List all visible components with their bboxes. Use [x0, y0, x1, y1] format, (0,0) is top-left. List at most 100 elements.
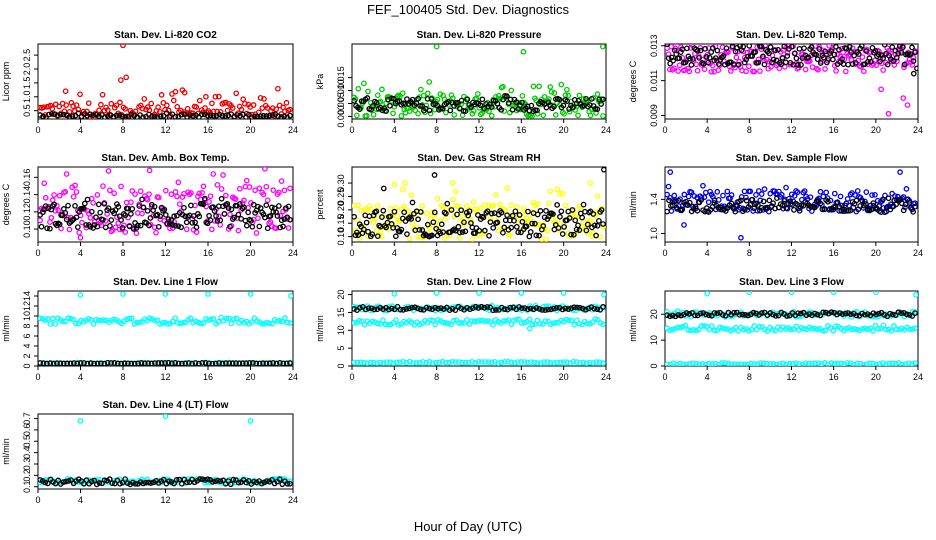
data-point: [559, 190, 566, 197]
data-point: [857, 194, 864, 201]
data-point: [519, 305, 525, 312]
data-point: [451, 112, 458, 118]
data-points: [665, 169, 918, 241]
data-point: [570, 231, 577, 238]
data-point: [766, 58, 773, 65]
x-tick-label: 0: [35, 372, 40, 382]
data-point: [400, 307, 407, 313]
data-point: [594, 106, 601, 113]
data-point: [854, 326, 860, 333]
data-point: [84, 360, 91, 366]
data-point: [811, 310, 818, 317]
data-point: [248, 114, 255, 119]
data-point: [188, 202, 194, 209]
data-point: [825, 198, 831, 205]
data-point: [778, 191, 785, 198]
data-point: [593, 232, 599, 239]
outlier-point: [123, 74, 130, 81]
data-point: [266, 112, 273, 119]
data-point: [548, 306, 554, 313]
data-point: [419, 203, 426, 209]
data-point: [257, 113, 264, 119]
data-point: [893, 326, 900, 333]
data-point: [369, 318, 376, 325]
data-point: [665, 191, 670, 198]
panel-title: Stan. Dev. Line 1 Flow: [113, 277, 218, 288]
data-point: [364, 360, 371, 366]
outlier-point: [904, 102, 911, 108]
data-point: [356, 235, 363, 241]
data-point: [443, 215, 449, 221]
y-axis-label: ml/min: [628, 315, 638, 342]
data-point: [756, 323, 763, 330]
data-point: [352, 320, 357, 326]
data-point: [508, 202, 515, 209]
data-point: [792, 50, 798, 57]
data-point: [412, 107, 419, 114]
x-tick-label: 0: [349, 125, 354, 135]
outlier-point: [601, 167, 606, 173]
data-point: [60, 111, 67, 118]
data-point: [379, 86, 385, 93]
data-point: [172, 222, 179, 229]
data-point: [466, 206, 473, 213]
data-point: [770, 311, 776, 318]
data-point: [482, 318, 488, 325]
data-point: [118, 183, 124, 190]
data-point: [692, 312, 698, 319]
data-point: [683, 361, 690, 366]
data-point: [225, 112, 232, 119]
data-point: [885, 195, 892, 202]
data-point: [394, 306, 401, 313]
data-point: [533, 232, 540, 239]
data-point: [582, 306, 589, 313]
data-point: [736, 58, 742, 65]
data-point: [593, 359, 600, 365]
outlier-point: [913, 292, 918, 298]
data-point: [862, 325, 868, 332]
data-point: [54, 112, 61, 119]
data-point: [687, 327, 694, 334]
outlier-point: [830, 291, 837, 296]
y-axis-label: percent: [315, 189, 325, 220]
y-axis-label: Licor ppm: [1, 62, 11, 102]
data-point: [98, 360, 104, 366]
x-tick-label: 16: [203, 495, 213, 505]
data-point: [796, 361, 802, 366]
x-tick-label: 20: [245, 248, 255, 258]
data-point: [823, 189, 830, 196]
data-point: [250, 102, 257, 108]
data-point: [133, 230, 140, 237]
data-point: [516, 304, 522, 310]
data-point: [831, 62, 838, 69]
data-point: [822, 48, 829, 55]
data-point: [65, 478, 72, 484]
data-point: [480, 214, 487, 221]
data-point: [377, 321, 384, 327]
data-point: [404, 231, 410, 237]
data-point: [516, 212, 523, 218]
series-2: [352, 93, 606, 115]
data-point: [554, 359, 561, 366]
data-point: [135, 222, 141, 229]
data-points: [38, 414, 293, 488]
data-point: [101, 317, 107, 323]
data-point: [74, 224, 81, 230]
data-point: [722, 360, 728, 366]
data-point: [735, 361, 741, 366]
data-point: [912, 200, 918, 207]
y-tick-label: 4: [22, 343, 32, 348]
data-point: [94, 360, 101, 366]
data-point: [96, 480, 103, 486]
data-point: [468, 218, 474, 224]
outlier-point: [247, 417, 254, 424]
data-point: [435, 305, 441, 312]
data-point: [187, 112, 193, 119]
y-tick-label: 0.015: [336, 66, 346, 89]
data-point: [352, 303, 357, 310]
data-point: [583, 227, 590, 234]
data-point: [206, 198, 212, 205]
data-point: [363, 112, 370, 119]
series-4: [665, 309, 918, 320]
